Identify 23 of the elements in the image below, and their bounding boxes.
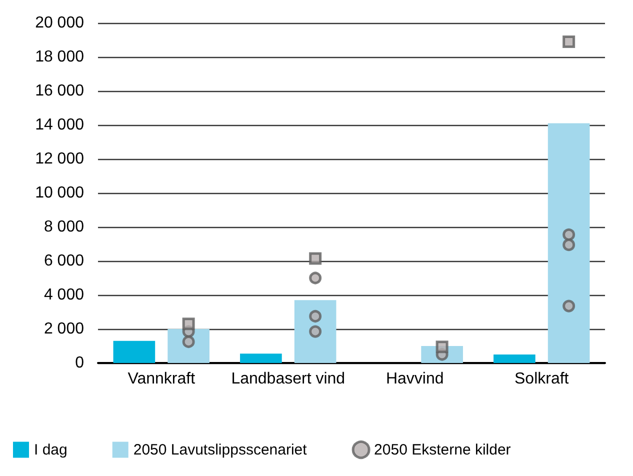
y-tick-label: 16 000 — [35, 82, 84, 100]
bar — [240, 354, 282, 363]
y-tick-label: 10 000 — [35, 184, 84, 202]
y-tick-label: 12 000 — [35, 150, 84, 168]
y-tick-label: 0 — [75, 354, 84, 372]
x-tick-label: Vannkraft — [128, 370, 196, 388]
y-tick-label: 6 000 — [44, 252, 84, 270]
y-tick-label: 8 000 — [44, 218, 84, 236]
x-tick-label: Havvind — [386, 370, 444, 388]
legend-label: I dag — [34, 441, 68, 458]
y-tick-label: 14 000 — [35, 116, 84, 134]
x-tick-label: Solkraft — [514, 370, 570, 388]
x-tick-label: Landbasert vind — [231, 370, 346, 388]
bar — [494, 354, 536, 363]
bar — [294, 300, 336, 363]
legend-label: 2050 Eksterne kilder — [374, 441, 511, 458]
legend-label: 2050 Lavutslippsscenariet — [133, 441, 308, 458]
y-tick-label: 18 000 — [35, 48, 84, 66]
y-tick-label: 2 000 — [44, 320, 84, 338]
y-tick-label: 20 000 — [35, 14, 84, 32]
bar — [113, 340, 156, 363]
y-tick-label: 4 000 — [44, 286, 84, 304]
bar — [548, 123, 590, 363]
